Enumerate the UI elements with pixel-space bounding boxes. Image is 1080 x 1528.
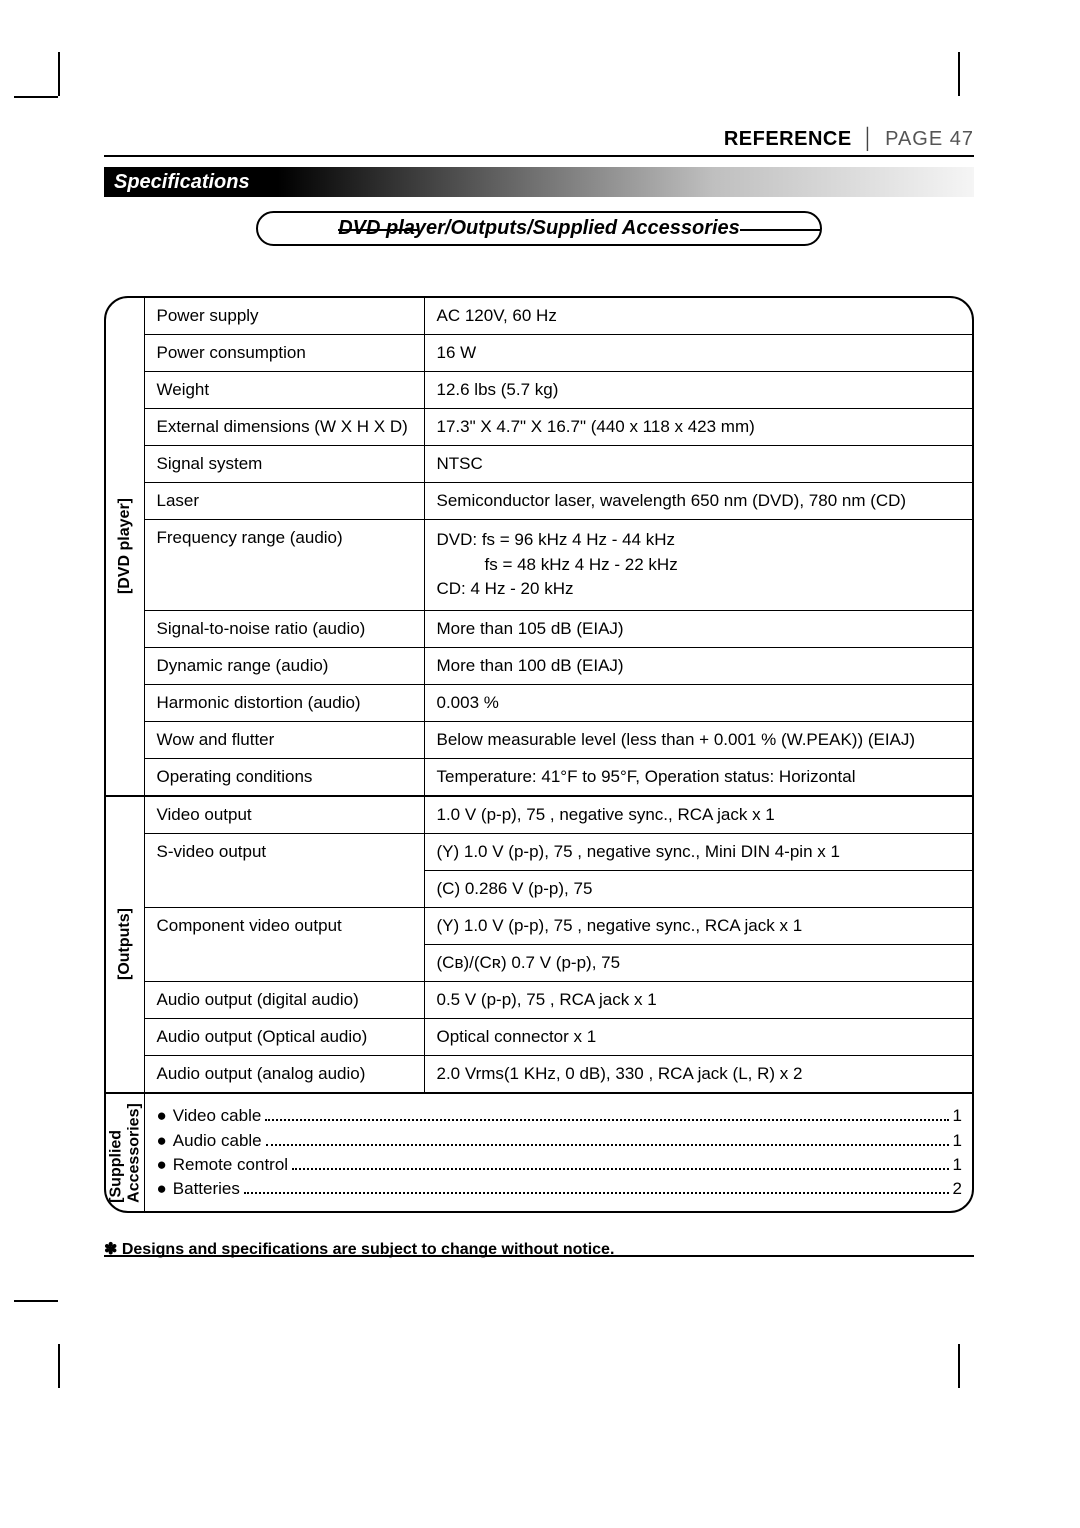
component-cbcr: (Cʙ)/(Cʀ) 0.7 V (p-p), 75 (437, 953, 621, 972)
accessory-name: Batteries (173, 1179, 240, 1199)
spec-value: More than 105 dB (EIAJ) (424, 610, 972, 647)
accessory-name: Remote control (173, 1155, 288, 1175)
crop-mark (958, 52, 960, 96)
accessory-name: Video cable (173, 1106, 262, 1126)
spec-key: Audio output (Optical audio) (144, 1018, 424, 1055)
spec-value: Semiconductor laser, wavelength 650 nm (… (424, 483, 972, 520)
spec-value: 0.003 % (424, 684, 972, 721)
subtitle-pill: DVD player/Outputs/Supplied Accessories (256, 211, 822, 246)
spec-value: DVD: fs = 96 kHz 4 Hz - 44 kHz fs = 48 k… (424, 520, 972, 611)
accessory-qty: 1 (953, 1131, 962, 1151)
spec-value: 1.0 V (p-p), 75 , negative sync., RCA ja… (424, 796, 972, 834)
spec-value: 2.0 Vrms(1 KHz, 0 dB), 330 , RCA jack (L… (424, 1055, 972, 1093)
crop-mark (58, 52, 60, 96)
header-reference: REFERENCE (724, 128, 852, 150)
bullet-icon: ● (157, 1131, 167, 1151)
spec-value: 0.5 V (p-p), 75 , RCA jack x 1 (424, 981, 972, 1018)
leader-dots (266, 1130, 949, 1145)
component-y: (Y) 1.0 V (p-p), 75 , negative sync., RC… (437, 916, 803, 935)
spec-value: More than 100 dB (EIAJ) (424, 647, 972, 684)
accessory-item: ● Remote control 1 (157, 1155, 963, 1175)
specifications-banner: Specifications (104, 167, 974, 197)
page-header: REFERENCE │ PAGE 47 (104, 128, 974, 157)
spec-value: AC 120V, 60 Hz (424, 298, 972, 335)
accessory-qty: 2 (953, 1179, 962, 1199)
leader-dots (244, 1179, 949, 1194)
spec-value: NTSC (424, 446, 972, 483)
section-dvd-player: [DVD player] (106, 298, 144, 796)
spec-key: Power supply (144, 298, 424, 335)
section-supplied: [Supplied Accessories] (106, 1093, 144, 1211)
spec-value: (Y) 1.0 V (p-p), 75 , negative sync., RC… (424, 907, 972, 981)
spec-key: Audio output (analog audio) (144, 1055, 424, 1093)
spec-key: S-video output (144, 833, 424, 907)
svideo-c: (C) 0.286 V (p-p), 75 (437, 879, 593, 898)
crop-mark (58, 1344, 60, 1388)
accessories-list: ● Video cable 1 ● Audio cable 1 ● Remote… (144, 1093, 972, 1211)
accessory-item: ● Audio cable 1 (157, 1130, 963, 1150)
spec-key: Signal-to-noise ratio (audio) (144, 610, 424, 647)
freq-line3: CD: 4 Hz - 20 kHz (437, 579, 574, 598)
accessory-item: ● Video cable 1 (157, 1106, 963, 1126)
spec-key: Dynamic range (audio) (144, 647, 424, 684)
header-separator: │ (862, 128, 875, 150)
accessory-qty: 1 (953, 1155, 962, 1175)
header-page-number: PAGE 47 (885, 128, 974, 150)
accessory-qty: 1 (953, 1106, 962, 1126)
spec-value: 12.6 lbs (5.7 kg) (424, 372, 972, 409)
subtitle-row: DVD player/Outputs/Supplied Accessories (104, 211, 974, 246)
spec-key: Frequency range (audio) (144, 520, 424, 611)
page-content: REFERENCE │ PAGE 47 Specifications DVD p… (104, 128, 974, 1259)
spec-value: Temperature: 41°F to 95°F, Operation sta… (424, 758, 972, 796)
section-label-outputs: [Outputs] (116, 908, 134, 980)
spec-key: Component video output (144, 907, 424, 981)
bullet-icon: ● (157, 1179, 167, 1199)
leader-dots (265, 1106, 948, 1121)
spec-key: Operating conditions (144, 758, 424, 796)
svideo-y: (Y) 1.0 V (p-p), 75 , negative sync., Mi… (437, 842, 840, 861)
spec-key: Wow and flutter (144, 721, 424, 758)
specifications-table: [DVD player] Power supply AC 120V, 60 Hz… (104, 296, 974, 1213)
crop-mark (14, 1300, 58, 1302)
accessory-item: ● Batteries 2 (157, 1179, 963, 1199)
spec-value: Optical connector x 1 (424, 1018, 972, 1055)
spec-key: Weight (144, 372, 424, 409)
bottom-rule (104, 1255, 974, 1257)
spec-key: Signal system (144, 446, 424, 483)
leader-dots (292, 1155, 948, 1170)
section-label-supplied: [Supplied Accessories] (107, 1103, 142, 1203)
spec-value: 16 W (424, 335, 972, 372)
spec-key: Audio output (digital audio) (144, 981, 424, 1018)
section-label-dvd: [DVD player] (116, 498, 134, 594)
freq-line2: fs = 48 kHz 4 Hz - 22 kHz (437, 553, 678, 578)
crop-mark (14, 96, 58, 98)
spec-key: Video output (144, 796, 424, 834)
crop-mark (958, 1344, 960, 1388)
bullet-icon: ● (157, 1106, 167, 1126)
spec-key: External dimensions (W X H X D) (144, 409, 424, 446)
spec-value: Below measurable level (less than + 0.00… (424, 721, 972, 758)
spec-value: 17.3" X 4.7" X 16.7" (440 x 118 x 423 mm… (424, 409, 972, 446)
freq-line1: DVD: fs = 96 kHz 4 Hz - 44 kHz (437, 530, 676, 549)
accessory-name: Audio cable (173, 1131, 262, 1151)
spec-key: Harmonic distortion (audio) (144, 684, 424, 721)
spec-key: Power consumption (144, 335, 424, 372)
spec-key: Laser (144, 483, 424, 520)
bullet-icon: ● (157, 1155, 167, 1175)
spec-value: (Y) 1.0 V (p-p), 75 , negative sync., Mi… (424, 833, 972, 907)
section-outputs: [Outputs] (106, 796, 144, 1093)
